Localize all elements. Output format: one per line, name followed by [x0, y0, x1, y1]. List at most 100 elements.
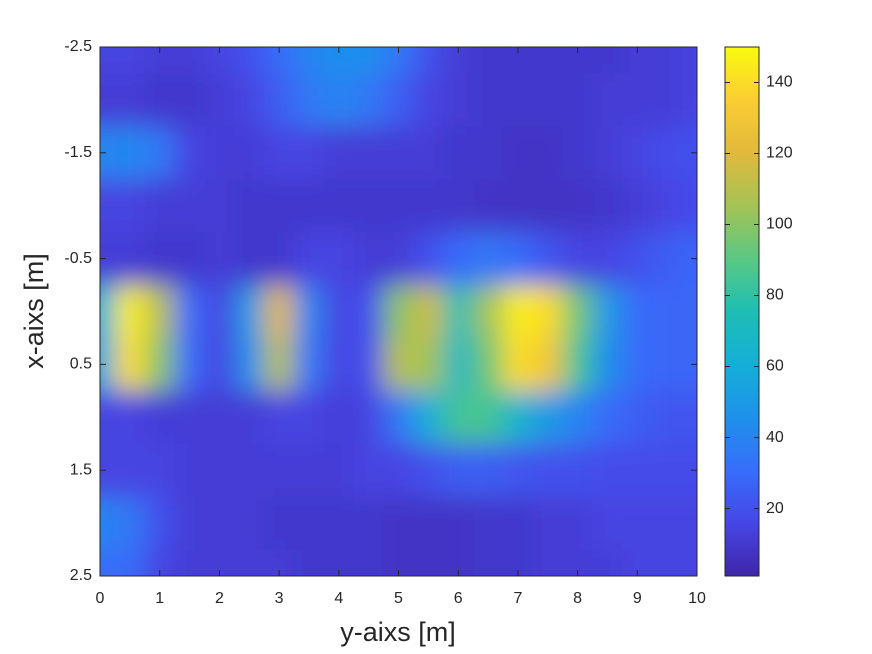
heatmap-cell [234, 285, 265, 339]
heatmap-cell [562, 496, 594, 551]
heatmap-cell [100, 337, 116, 392]
heatmap-cell [174, 179, 205, 233]
heatmap-cell [294, 47, 325, 74]
heatmap-cell [294, 285, 325, 339]
heatmap-cell [383, 443, 414, 498]
heatmap-cell [562, 337, 594, 392]
heatmap-cell [473, 443, 504, 498]
heatmap-cell [682, 126, 697, 180]
x-tick-label: 3 [275, 590, 284, 607]
heatmap-cell [443, 496, 474, 551]
heatmap-cell [413, 73, 444, 127]
heatmap-cell [592, 179, 623, 233]
heatmap-cell [413, 337, 444, 392]
heatmap-cell [144, 47, 176, 74]
heatmap-cell [204, 285, 235, 339]
heatmap-cell [443, 179, 474, 233]
heatmap-cell [114, 232, 146, 286]
heatmap-cell [294, 179, 325, 233]
heatmap-cell [204, 232, 235, 286]
heatmap-cell [413, 179, 444, 233]
heatmap-cell [622, 47, 653, 74]
heatmap [100, 47, 697, 576]
heatmap-cell [100, 47, 116, 74]
heatmap-cell [622, 337, 653, 392]
heatmap-cell [264, 179, 295, 233]
heatmap-cell [473, 232, 504, 286]
heatmap-cell [383, 337, 414, 392]
heatmap-cell [353, 47, 385, 74]
heatmap-cell [294, 443, 325, 498]
heatmap-cell [353, 232, 385, 286]
heatmap-cell [473, 337, 504, 392]
heatmap-cell [532, 47, 564, 74]
heatmap-cell [443, 390, 474, 445]
heatmap-cell [682, 443, 697, 498]
heatmap-cell [532, 232, 564, 286]
heatmap-cell [652, 232, 683, 286]
heatmap-cell [473, 549, 504, 576]
heatmap-cell [100, 549, 116, 576]
heatmap-cell [174, 232, 205, 286]
heatmap-cell [204, 126, 235, 180]
x-tick-label: 0 [96, 590, 105, 607]
heatmap-cell [532, 496, 564, 551]
y-tick-label: -1.5 [64, 144, 92, 161]
heatmap-cell [652, 443, 683, 498]
heatmap-cell [353, 337, 385, 392]
heatmap-cell [682, 179, 697, 233]
heatmap-cell [383, 73, 414, 127]
heatmap-cell [353, 126, 385, 180]
y-tick-label: -0.5 [64, 250, 92, 267]
heatmap-cell [502, 179, 534, 233]
x-tick-label: 6 [454, 590, 463, 607]
heatmap-cell [443, 47, 474, 74]
heatmap-cell [562, 232, 594, 286]
y-tick-label: -2.5 [64, 38, 92, 55]
heatmap-cell [144, 73, 176, 127]
heatmap-cell [502, 496, 534, 551]
heatmap-cell [144, 390, 176, 445]
heatmap-cell [622, 285, 653, 339]
heatmap-cell [174, 285, 205, 339]
heatmap-cell [323, 179, 355, 233]
heatmap-cell [443, 73, 474, 127]
heatmap-cell [502, 232, 534, 286]
heatmap-cell [294, 549, 325, 576]
heatmap-cell [114, 47, 146, 74]
heatmap-cell [234, 390, 265, 445]
heatmap-cell [473, 73, 504, 127]
heatmap-cell [652, 285, 683, 339]
heatmap-cell [413, 549, 444, 576]
heatmap-cell [383, 496, 414, 551]
heatmap-cell [592, 47, 623, 74]
heatmap-cell [100, 232, 116, 286]
heatmap-cell [592, 496, 623, 551]
heatmap-cell [592, 337, 623, 392]
heatmap-cell [443, 337, 474, 392]
heatmap-cell [532, 337, 564, 392]
heatmap-cell [413, 496, 444, 551]
y-tick-label: 1.5 [70, 461, 92, 478]
heatmap-cell [353, 443, 385, 498]
heatmap-cell [234, 73, 265, 127]
heatmap-cell [114, 390, 146, 445]
colorbar-tick-label: 80 [766, 287, 784, 304]
heatmap-cell [562, 73, 594, 127]
heatmap-cell [234, 443, 265, 498]
y-axis-label: x-aixs [m] [19, 253, 49, 369]
heatmap-cell [532, 285, 564, 339]
heatmap-cell [323, 47, 355, 74]
x-tick-label: 10 [688, 590, 706, 607]
heatmap-cell [502, 337, 534, 392]
heatmap-cell [622, 232, 653, 286]
heatmap-cell [652, 549, 683, 576]
heatmap-cell [622, 126, 653, 180]
heatmap-cell [353, 549, 385, 576]
x-tick-label: 8 [573, 590, 582, 607]
heatmap-cell [592, 390, 623, 445]
heatmap-cell [592, 549, 623, 576]
heatmap-cell [264, 496, 295, 551]
heatmap-cell [652, 337, 683, 392]
